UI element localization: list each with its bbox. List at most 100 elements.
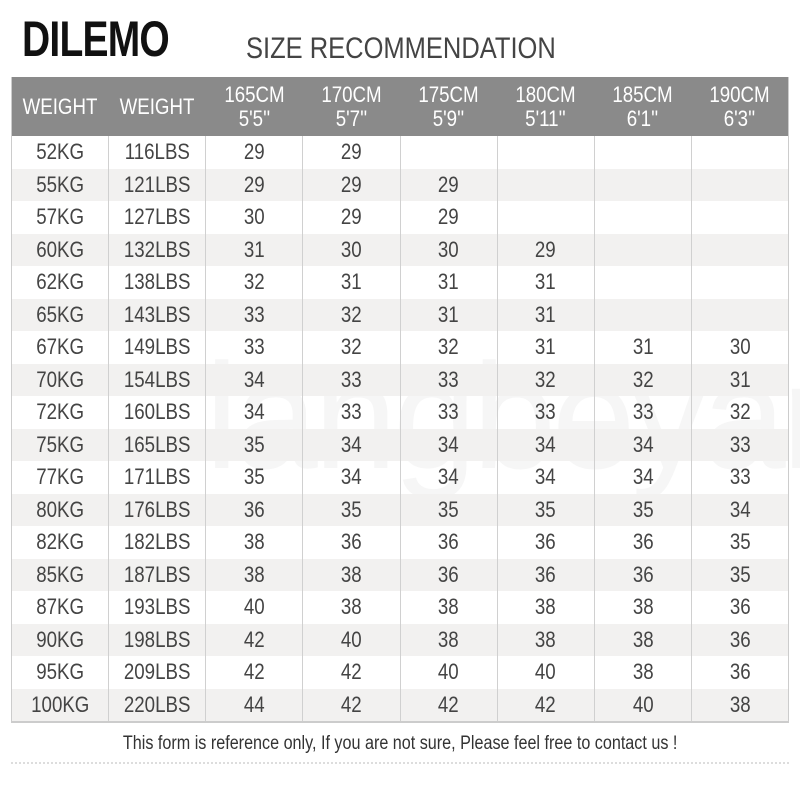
table-cell: 36 (690, 623, 789, 656)
cell-value: 33 (438, 366, 459, 392)
table-row: 85KG 187LBS 38 38 36 36 36 35 (11, 558, 789, 591)
cell-value: 31 (535, 269, 557, 295)
table-cell: 36 (690, 656, 789, 689)
cell-value: 31 (535, 334, 557, 360)
cell-value: 160LBS (123, 399, 191, 425)
table-cell: 42 (205, 623, 303, 656)
table-cell: 38 (399, 591, 498, 624)
table-cell: 34 (496, 428, 595, 461)
table-row: 67KG 149LBS 33 32 32 31 31 30 (12, 331, 789, 364)
cell-value: 80KG (36, 496, 84, 522)
table-cell: 38 (302, 558, 400, 591)
table-cell (690, 136, 789, 169)
column-header: 175CM 5'9'' (400, 77, 498, 136)
cell-value: 42 (341, 659, 362, 685)
table-cell: 38 (496, 623, 595, 656)
cell-value: 35 (341, 496, 362, 522)
table-cell (690, 298, 789, 331)
table-cell: 35 (399, 493, 498, 526)
cell-value: 35 (243, 431, 265, 457)
table-cell: 40 (205, 591, 303, 624)
table-cell: 38 (593, 591, 692, 624)
table-cell: 29 (205, 136, 303, 169)
table-cell: 42 (496, 688, 595, 722)
cell-value: 29 (535, 236, 557, 262)
header-row: WEIGHT WEIGHT 165CM 5'5'' 170CM 5'7'' 175CM 5'9… (11, 77, 789, 136)
table-cell: 35 (302, 493, 400, 526)
table-cell: 154LBS (108, 363, 206, 396)
cell-value: 30 (438, 236, 459, 262)
cell-value: 33 (243, 301, 265, 327)
table-cell: 65KG (11, 298, 109, 331)
table-cell (496, 201, 595, 234)
cell-value: 34 (243, 399, 265, 425)
table-cell: 38 (593, 623, 692, 656)
table-cell: 40 (302, 623, 400, 656)
cell-value: 30 (729, 334, 751, 360)
table-cell: 31 (496, 298, 595, 331)
cell-value: 36 (341, 529, 362, 555)
table-cell: 77KG (12, 461, 109, 494)
table-cell: 52KG (12, 136, 109, 169)
table-cell: 193LBS (108, 591, 206, 624)
cell-value: 31 (243, 236, 265, 262)
cell-value: 42 (243, 626, 265, 652)
table-row: 87KG 193LBS 40 38 38 38 38 36 (12, 591, 789, 624)
table-row: 80KG 176LBS 36 35 35 35 35 34 (11, 493, 789, 526)
table-cell: 57KG (12, 201, 109, 234)
table-cell: 75KG (11, 428, 109, 461)
cell-value: 30 (341, 236, 362, 262)
table-cell (593, 201, 692, 234)
table-cell: 33 (399, 363, 498, 396)
table-row: 62KG 138LBS 32 31 31 31 (12, 266, 789, 299)
table-cell: 33 (302, 363, 400, 396)
cell-value: 38 (243, 561, 265, 587)
cell-value: 42 (243, 659, 265, 685)
table-cell: 121LBS (108, 168, 206, 201)
table-cell: 38 (593, 656, 692, 689)
table-cell: 32 (205, 266, 303, 299)
table-cell: 36 (399, 558, 498, 591)
table-cell: 34 (593, 428, 692, 461)
table-cell: 31 (302, 266, 400, 299)
cell-value: 72KG (36, 399, 84, 425)
cell-value: 35 (535, 496, 557, 522)
table-cell: 35 (690, 526, 789, 559)
cell-value: 34 (341, 464, 362, 490)
table-cell: 90KG (11, 623, 109, 656)
cell-value: 132LBS (123, 236, 191, 262)
cell-value: 38 (632, 594, 654, 620)
cell-value: 32 (243, 269, 265, 295)
cell-value: 38 (632, 659, 654, 685)
table-cell: 36 (496, 526, 595, 559)
cell-value: 34 (632, 431, 654, 457)
cell-value: 149LBS (123, 334, 191, 360)
brand-logo: DILEMO (22, 11, 170, 67)
table-cell (399, 136, 498, 169)
cell-value: 34 (535, 431, 557, 457)
table-cell (593, 136, 692, 169)
table-cell: 165LBS (108, 428, 206, 461)
cell-value: 138LBS (123, 269, 191, 295)
cell-value: 34 (535, 464, 557, 490)
table-cell (593, 298, 692, 331)
table-cell: 34 (302, 428, 400, 461)
cell-value: 100KG (30, 691, 90, 717)
cell-value: 29 (341, 171, 362, 197)
table-cell: 33 (302, 396, 400, 429)
table-cell: 70KG (11, 363, 109, 396)
table-cell: 35 (593, 493, 692, 526)
cell-value: 220LBS (123, 691, 191, 717)
cell-value: 36 (632, 561, 654, 587)
cell-value: 32 (341, 334, 362, 360)
table-cell: 72KG (12, 396, 109, 429)
header-line-2: 5'11'' (525, 105, 566, 131)
cell-value: 182LBS (123, 529, 191, 555)
cell-value: 70KG (36, 366, 84, 392)
table-cell: 40 (593, 688, 692, 722)
header-line-2: 6'1'' (627, 105, 659, 131)
table-cell: 31 (496, 266, 595, 299)
cell-value: 52KG (36, 139, 84, 165)
table-cell: 34 (690, 493, 789, 526)
table-row: 60KG 132LBS 31 30 30 29 (11, 233, 789, 266)
